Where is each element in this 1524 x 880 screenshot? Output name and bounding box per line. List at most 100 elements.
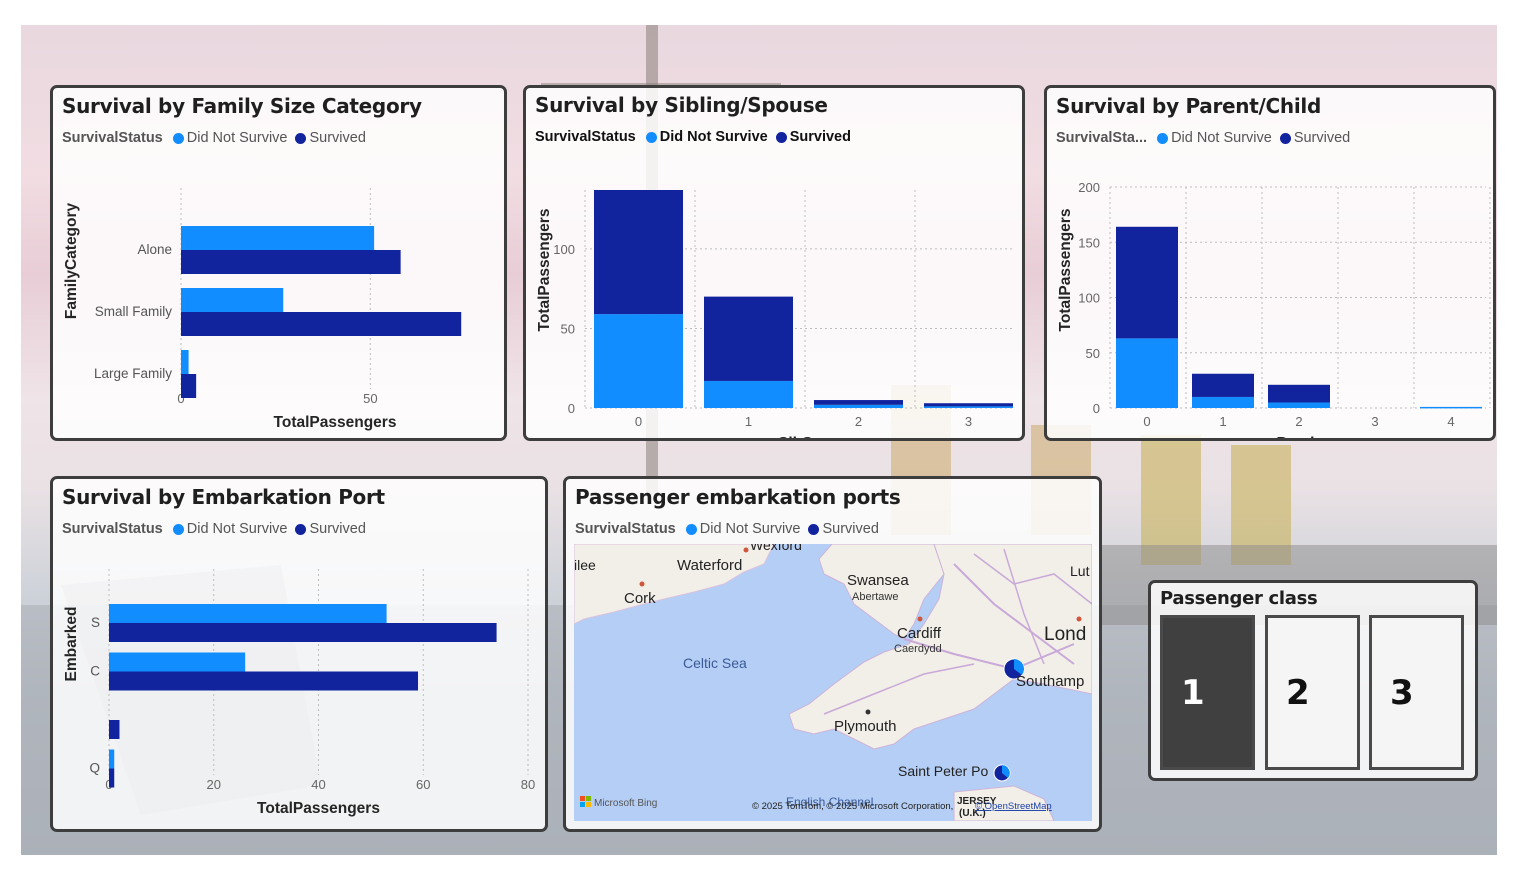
passenger-class-slicer: Passenger class 1 2 3: [1148, 580, 1478, 781]
legend-item-did-not-survive: Did Not Survive: [699, 521, 801, 537]
legend-item-survived: Survived: [822, 521, 879, 537]
map-label-abertawe: Abertawe: [852, 591, 898, 603]
map-label-cork: Cork: [624, 590, 656, 607]
y-tick-label: 0: [568, 401, 575, 416]
map-label-swansea: Swansea: [847, 572, 909, 589]
map-view[interactable]: Wexford ilee Waterford Cork Swansea Aber…: [574, 544, 1092, 821]
parch-stacked-bar-chart: 0 50 100 150 200 0 1 2 3 4 Parch TotalPassengers: [1057, 180, 1491, 438]
legend-item-survived: Survived: [309, 521, 366, 537]
bar-did-not-survive: [109, 652, 246, 672]
category-label: Alone: [137, 242, 172, 257]
slicer-option-1[interactable]: 1: [1160, 615, 1255, 770]
pie-marker-southampton[interactable]: [1003, 658, 1025, 680]
bar-did-not-survive: [1192, 396, 1254, 408]
legend-item-survived: Survived: [789, 129, 851, 145]
bar-did-not-survive: [109, 749, 115, 769]
map-panel[interactable]: Passenger embarkation ports SurvivalStat…: [563, 476, 1102, 832]
city-dot: [865, 709, 871, 715]
chart-title: Survival by Embarkation Port: [62, 485, 385, 509]
legend-dot-survived: [295, 523, 307, 535]
bar-did-not-survive: [1268, 402, 1330, 408]
legend-item-survived: Survived: [1293, 130, 1351, 146]
map-label-saint-peter: Saint Peter Po: [898, 763, 988, 779]
bar-survived: [181, 312, 462, 336]
map-label-southampton: Southamp: [1016, 673, 1084, 690]
bar-did-not-survive: [181, 350, 189, 374]
bing-logo-square: [586, 796, 591, 801]
x-axis-title: TotalPassengers: [274, 414, 397, 431]
legend-dot-did-not-survive: [645, 131, 657, 143]
map-label-waterford: Waterford: [677, 557, 742, 574]
legend-dot-did-not-survive: [172, 132, 184, 144]
slicer-option-3[interactable]: 3: [1369, 615, 1464, 770]
x-tick-label: 1: [745, 414, 752, 429]
bar-survived: [109, 720, 120, 739]
legend-title: SurvivalStatus: [575, 521, 676, 537]
chart-title: Survival by Parent/Child: [1056, 94, 1321, 118]
slicer-option-label: 2: [1286, 672, 1310, 713]
bar-did-not-survive: [1116, 338, 1178, 408]
x-tick-label: 2: [855, 414, 862, 429]
bar-survived: [109, 671, 419, 691]
legend-dot-survived: [295, 132, 307, 144]
y-axis-title: FamilyCategory: [63, 202, 80, 319]
map-label-jersey: JERSEY: [957, 796, 997, 807]
bar-survived: [181, 374, 197, 398]
bar-did-not-survive: [924, 406, 1013, 408]
map-label-celtic-sea: Celtic Sea: [683, 655, 747, 671]
y-axis-title: TotalPassengers: [1057, 209, 1074, 332]
x-tick-label: 50: [363, 391, 377, 406]
category-label: Small Family: [95, 304, 173, 319]
y-tick-label: 0: [1093, 401, 1100, 416]
bing-logo-square: [586, 802, 591, 807]
map-osm-link[interactable]: © OpenStreetMap: [975, 801, 1052, 812]
family-size-bar-chart: 0 50 Alone Small Family Large Family TotalPas…: [63, 188, 462, 431]
map-legend: SurvivalStatus Did Not Survive Survived: [575, 521, 887, 537]
legend-title: SurvivalStatus: [62, 521, 163, 537]
embarkation-chart-panel[interactable]: Survival by Embarkation Port SurvivalSta…: [50, 476, 548, 832]
slicer-option-label: 1: [1181, 672, 1205, 713]
map-canvas: Wexford ilee Waterford Cork Swansea Aber…: [574, 544, 1092, 821]
x-tick-label: 0: [635, 414, 642, 429]
x-tick-label: 3: [1371, 414, 1378, 429]
map-label-caerdydd: Caerdydd: [894, 643, 942, 655]
slicer-option-2[interactable]: 2: [1265, 615, 1360, 770]
family-size-chart-panel[interactable]: Survival by Family Size Category Surviva…: [50, 85, 507, 441]
legend-dot-survived: [808, 523, 820, 535]
legend-item-did-not-survive: Did Not Survive: [1171, 130, 1272, 146]
bar-did-not-survive: [181, 226, 375, 250]
bing-logo-square: [580, 796, 585, 801]
x-axis-title: Parch: [1276, 435, 1319, 438]
legend-dot-did-not-survive: [172, 523, 184, 535]
bing-logo-square: [580, 802, 585, 807]
parch-chart-panel[interactable]: Survival by Parent/Child SurvivalSta... …: [1044, 85, 1496, 441]
x-tick-label: 3: [965, 414, 972, 429]
chart-legend: SurvivalSta... Did Not Survive Survived: [1056, 130, 1358, 146]
legend-item-survived: Survived: [309, 130, 366, 146]
embarkation-bar-chart: 020406080SCQTotalPassengersEmbarked: [63, 569, 535, 817]
bar-survived: [924, 403, 1013, 407]
x-tick-label: 0: [177, 391, 184, 406]
slicer-title: Passenger class: [1160, 588, 1318, 609]
bar-survived: [704, 296, 793, 381]
legend-title: SurvivalSta...: [1056, 130, 1148, 146]
pie-marker-cherbourg[interactable]: [993, 764, 1011, 782]
y-axis-title: Embarked: [63, 607, 80, 682]
bar-did-not-survive: [704, 380, 793, 408]
sibsp-chart-panel[interactable]: Survival by Sibling/Spouse SurvivalStatu…: [523, 85, 1025, 441]
chart-legend: SurvivalStatus Did Not Survive Survived: [62, 521, 374, 537]
bar-did-not-survive: [814, 404, 903, 408]
bar-survived: [1116, 226, 1178, 339]
category-label: Large Family: [94, 366, 172, 381]
x-tick-label: 1: [1219, 414, 1226, 429]
legend-dot-survived: [775, 131, 787, 143]
x-tick-label: 60: [416, 777, 430, 792]
y-tick-label: 200: [1078, 180, 1100, 195]
sibsp-stacked-bar-chart: 0 50 100 0 1 2 3 SibSp TotalPassengers: [536, 190, 1015, 438]
legend-item-did-not-survive: Did Not Survive: [186, 130, 288, 146]
x-tick-label: 20: [207, 777, 221, 792]
chart-title: Survival by Sibling/Spouse: [535, 93, 828, 117]
bing-brand: Microsoft Bing: [594, 798, 657, 809]
map-title: Passenger embarkation ports: [575, 485, 901, 509]
bar-survived: [181, 250, 401, 274]
